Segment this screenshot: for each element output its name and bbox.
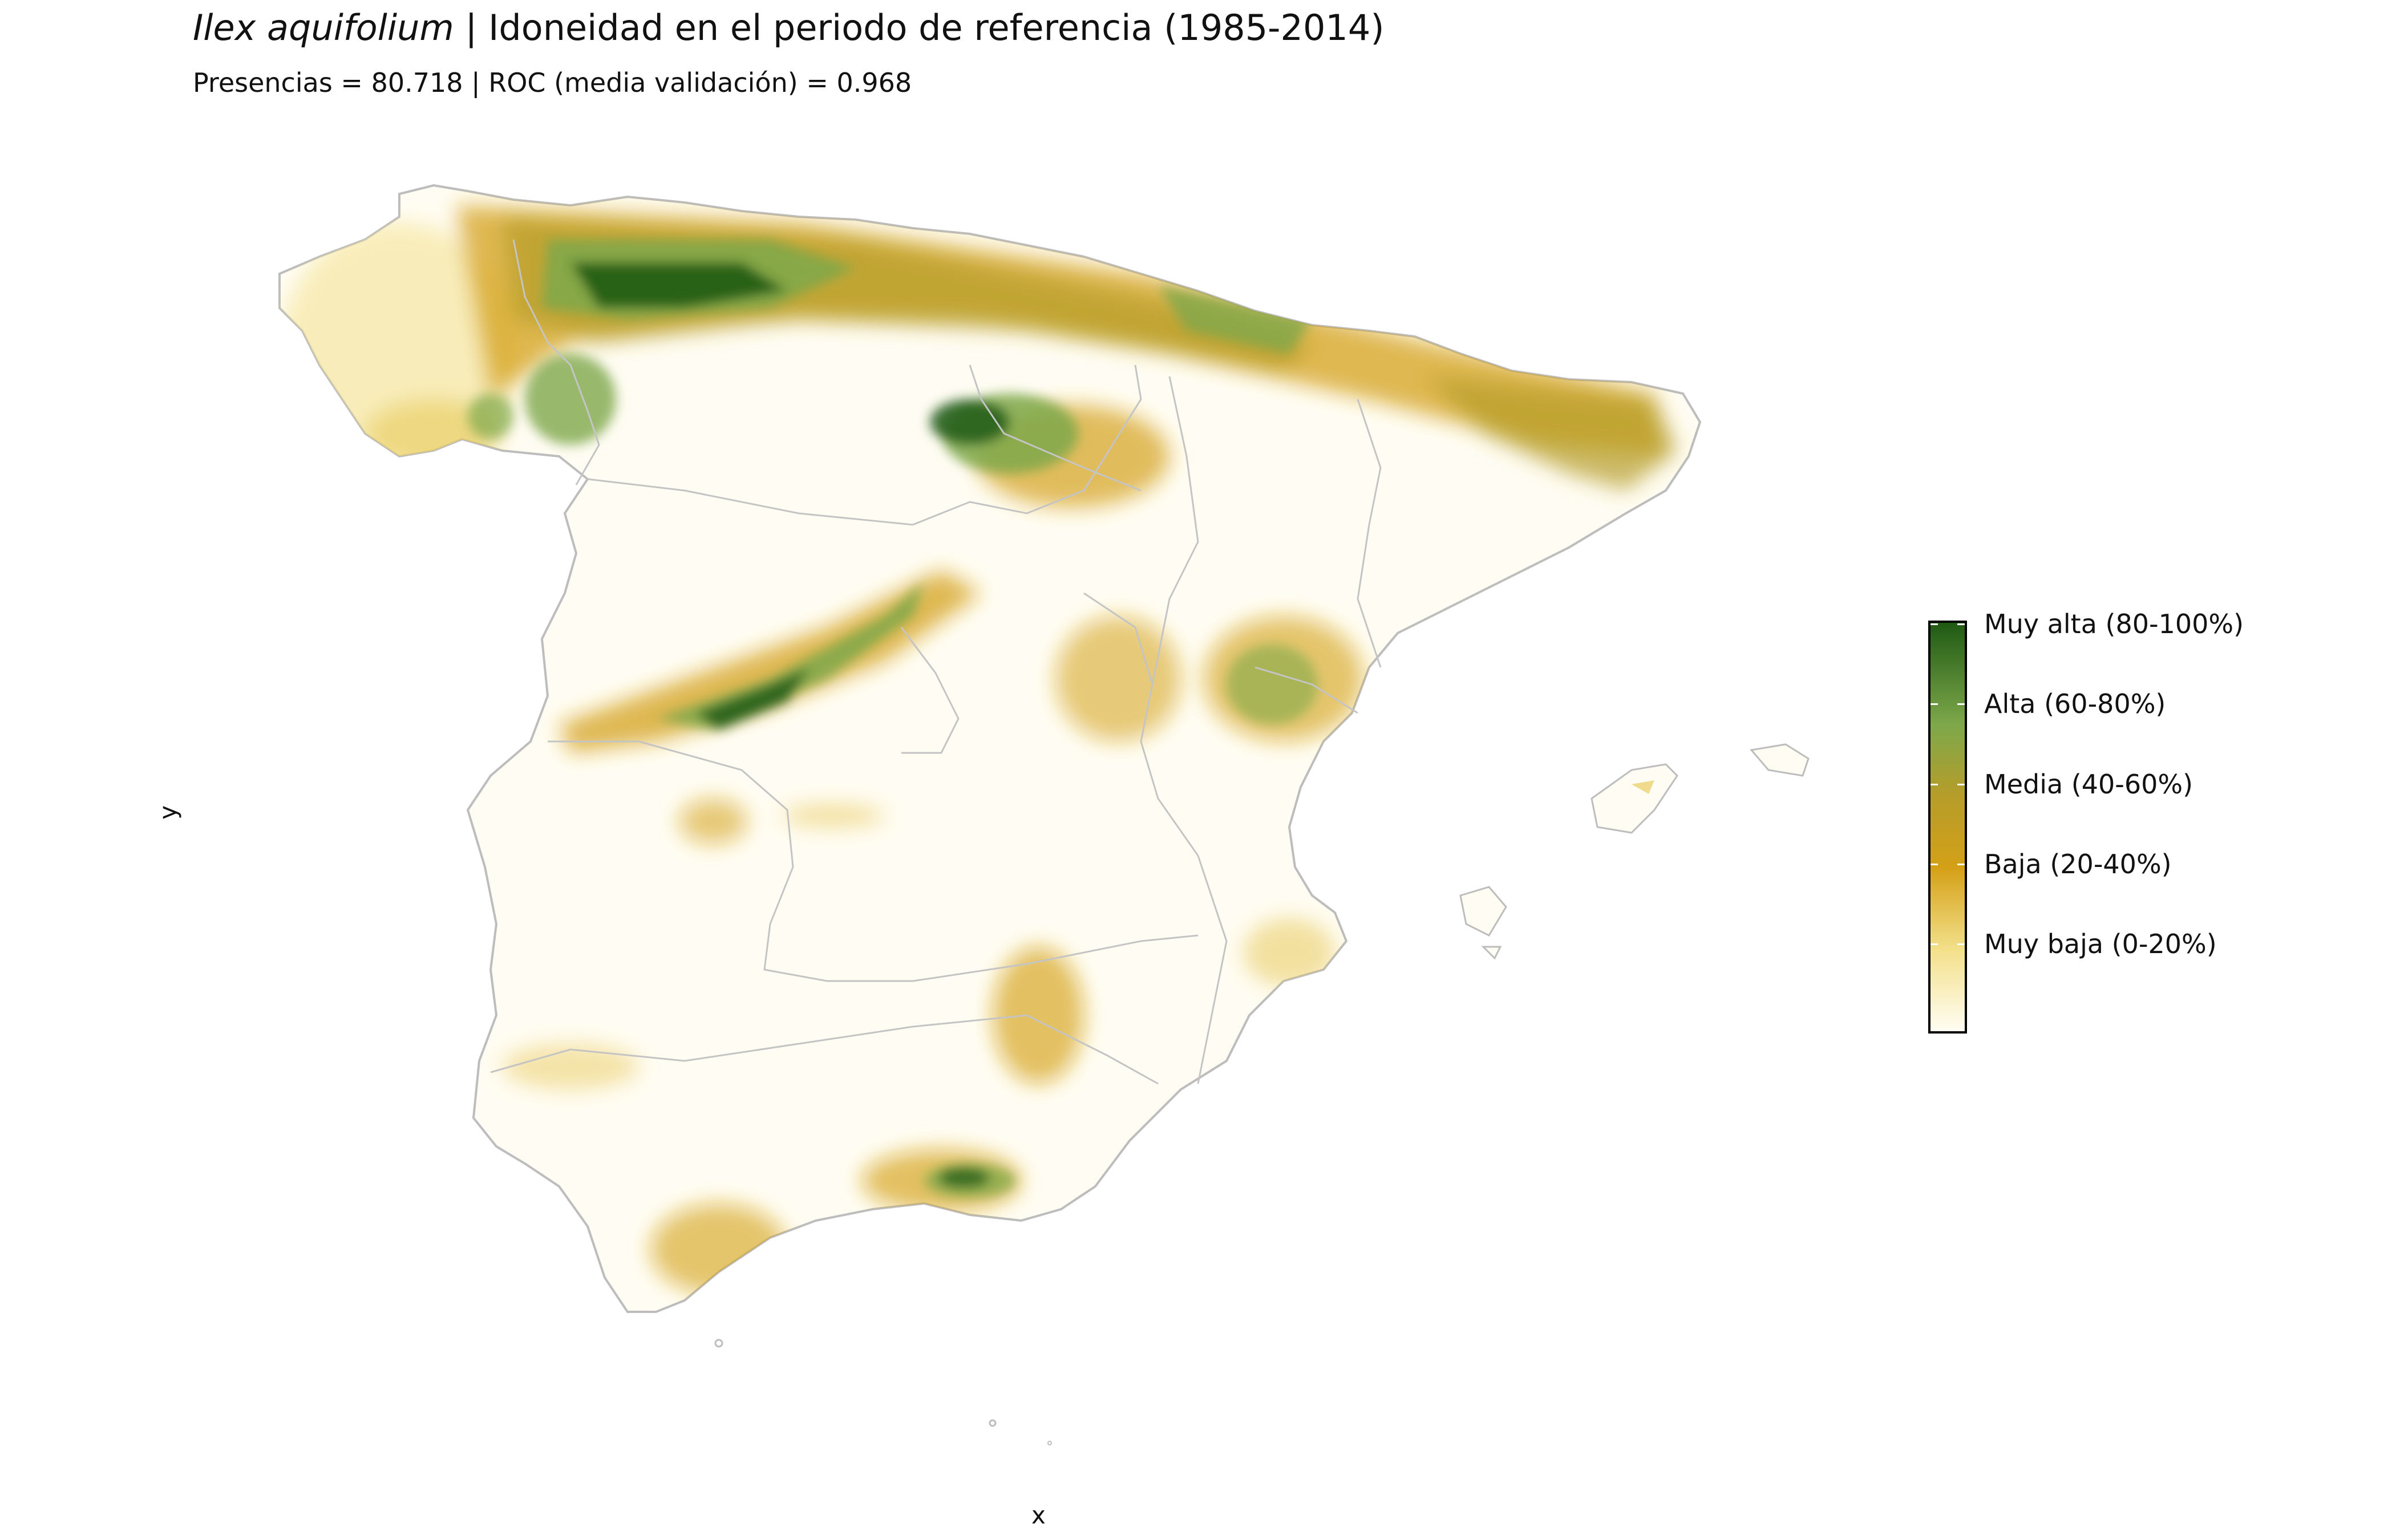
map-subtitle: Presencias = 80.718 | ROC (media validac… bbox=[193, 67, 912, 98]
map-title-species: Ilex aquifolium bbox=[193, 7, 454, 48]
legend-colorbar bbox=[1928, 621, 1967, 1034]
legend-tick bbox=[1957, 863, 1965, 865]
legend-label: Baja (20-40%) bbox=[1984, 848, 2172, 880]
alboran-islet bbox=[989, 1419, 997, 1427]
menorca-island bbox=[1750, 743, 1810, 777]
ceuta-islet bbox=[714, 1339, 723, 1348]
legend-tick bbox=[1957, 783, 1965, 785]
mallorca-island bbox=[1590, 763, 1678, 834]
formentera-island bbox=[1481, 946, 1502, 960]
legend-tick bbox=[1957, 703, 1965, 706]
map-title: Ilex aquifolium | Idoneidad en el period… bbox=[193, 7, 1385, 48]
iberian-peninsula bbox=[278, 184, 1702, 1313]
legend-tick bbox=[1930, 623, 1938, 625]
legend-tick bbox=[1930, 943, 1938, 946]
legend-label: Alta (60-80%) bbox=[1984, 688, 2166, 720]
legend-tick bbox=[1930, 863, 1938, 865]
map-title-rest: | Idoneidad en el periodo de referencia … bbox=[454, 7, 1385, 48]
region-boundaries bbox=[490, 239, 1382, 1085]
ibiza-island bbox=[1459, 886, 1507, 937]
legend-tick bbox=[1930, 703, 1938, 706]
legend-label: Media (40-60%) bbox=[1984, 768, 2193, 800]
legend-tick bbox=[1957, 943, 1965, 946]
legend-tick bbox=[1957, 623, 1965, 625]
legend-tick bbox=[1930, 783, 1938, 785]
y-axis-label: y bbox=[153, 805, 182, 820]
melilla-islet bbox=[1047, 1441, 1052, 1445]
x-axis-label: x bbox=[1031, 1501, 1046, 1529]
legend-label: Muy baja (0-20%) bbox=[1984, 929, 2217, 960]
legend-label: Muy alta (80-100%) bbox=[1984, 609, 2244, 639]
